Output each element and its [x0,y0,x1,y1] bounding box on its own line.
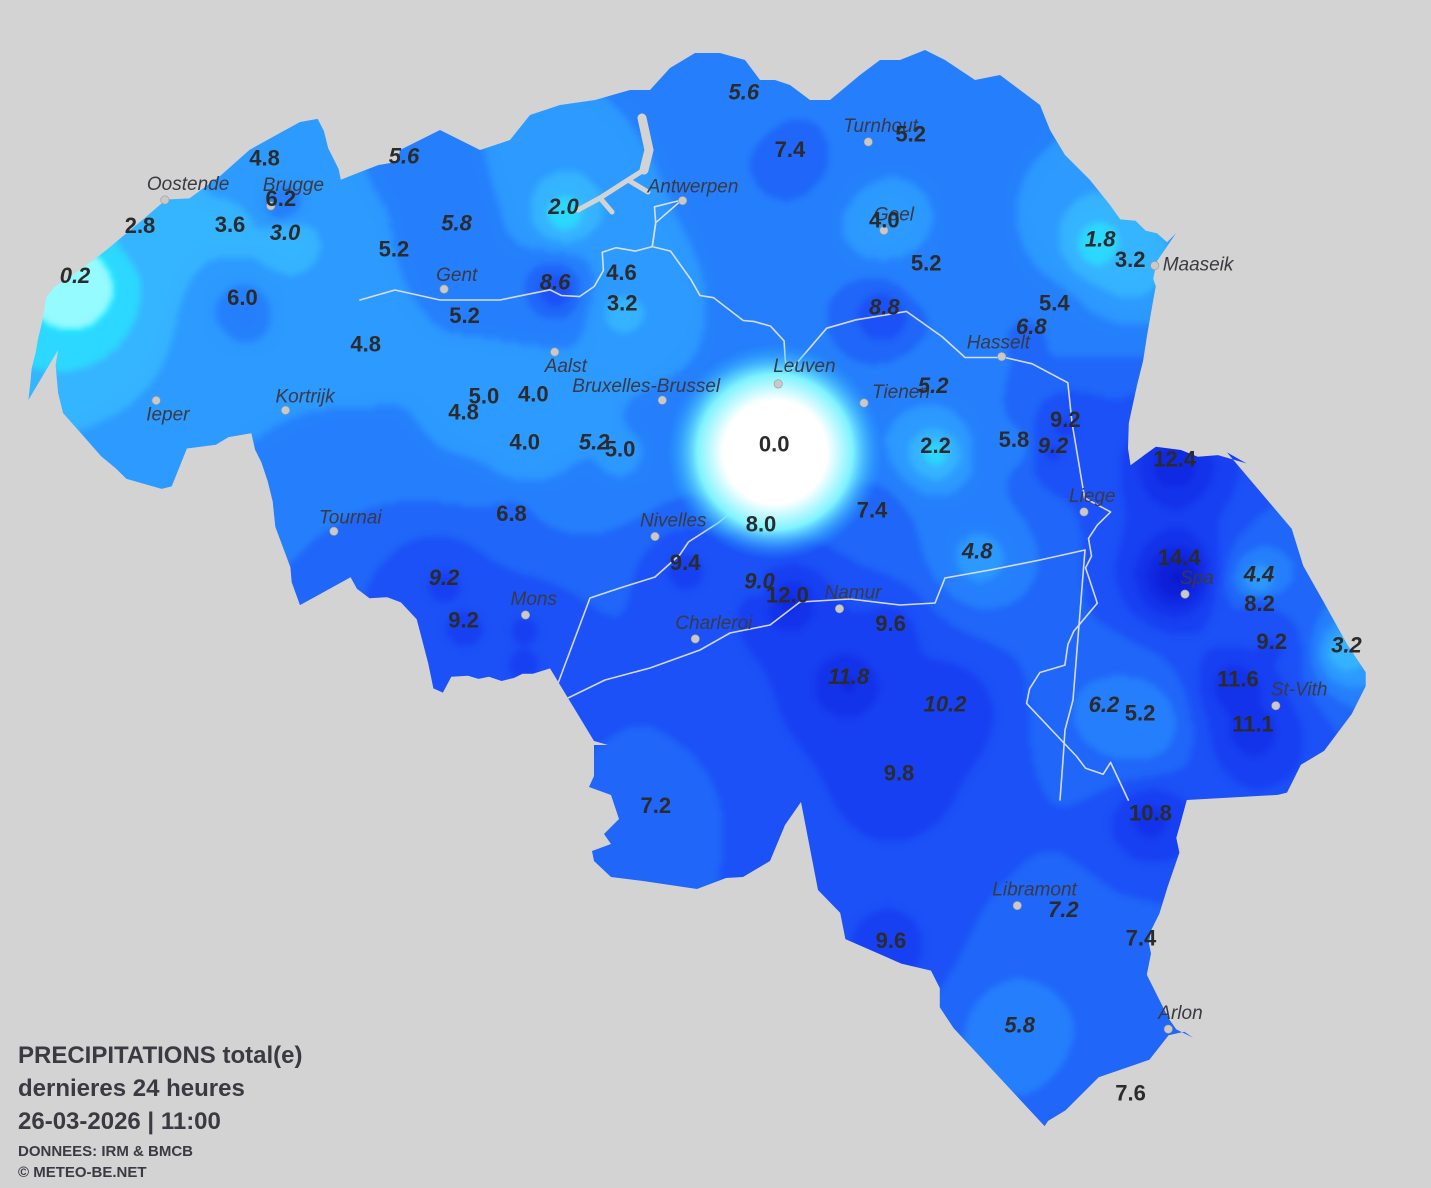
svg-text:6.2: 6.2 [266,186,297,211]
svg-text:3.0: 3.0 [270,220,301,245]
svg-text:11.8: 11.8 [828,664,870,689]
svg-text:9.6: 9.6 [875,611,906,636]
svg-text:St-Vith: St-Vith [1271,680,1328,701]
svg-text:6.0: 6.0 [227,285,258,310]
svg-text:5.0: 5.0 [605,437,636,462]
svg-text:0.0: 0.0 [759,432,790,457]
svg-text:1.8: 1.8 [1085,226,1116,251]
svg-text:9.2: 9.2 [448,608,479,633]
svg-text:0.2: 0.2 [60,263,91,288]
svg-text:Namur: Namur [825,583,883,604]
svg-text:10.2: 10.2 [924,691,968,716]
svg-text:4.0: 4.0 [509,430,540,455]
svg-text:11.1: 11.1 [1232,712,1274,737]
svg-text:5.8: 5.8 [441,210,472,235]
svg-text:5.2: 5.2 [911,250,942,275]
svg-text:Liege: Liege [1069,486,1116,507]
svg-text:4.0: 4.0 [518,382,549,407]
svg-text:9.2: 9.2 [1256,629,1287,654]
svg-text:5.2: 5.2 [895,121,926,146]
svg-text:8.2: 8.2 [1244,591,1275,616]
svg-text:5.4: 5.4 [1039,290,1070,315]
svg-text:7.4: 7.4 [1126,926,1157,951]
svg-text:5.2: 5.2 [1125,701,1156,726]
svg-text:Oostende: Oostende [147,174,229,195]
svg-text:4.8: 4.8 [249,146,280,171]
svg-text:Charleroi: Charleroi [675,613,753,634]
svg-text:9.2: 9.2 [429,565,460,590]
svg-text:3.2: 3.2 [1115,247,1146,272]
svg-text:5.2: 5.2 [449,303,480,328]
svg-text:Leuven: Leuven [773,356,835,377]
svg-text:5.6: 5.6 [389,144,420,169]
svg-text:7.2: 7.2 [641,793,672,818]
svg-text:Antwerpen: Antwerpen [647,177,739,198]
svg-text:5.8: 5.8 [999,427,1030,452]
svg-text:5.2: 5.2 [918,373,949,398]
svg-text:10.8: 10.8 [1129,801,1172,826]
svg-text:7.2: 7.2 [1048,897,1079,922]
svg-text:Bruxelles-Brussel: Bruxelles-Brussel [572,376,721,397]
svg-text:Nivelles: Nivelles [640,511,707,532]
svg-text:4.0: 4.0 [869,208,900,233]
svg-text:© METEO-BE.NET: © METEO-BE.NET [18,1164,147,1181]
svg-text:4.6: 4.6 [606,260,637,285]
svg-text:5.2: 5.2 [379,237,410,262]
svg-text:14.4: 14.4 [1158,545,1202,570]
svg-text:Maaseik: Maaseik [1163,255,1235,276]
svg-text:4.8: 4.8 [350,332,381,357]
svg-text:4.4: 4.4 [1243,562,1275,587]
svg-text:12.0: 12.0 [766,582,809,607]
svg-text:9.2: 9.2 [1050,407,1081,432]
svg-text:9.2: 9.2 [1038,433,1069,458]
svg-text:Spa: Spa [1180,568,1214,589]
svg-text:8.8: 8.8 [869,295,900,320]
svg-text:PRECIPITATIONS total(e): PRECIPITATIONS total(e) [18,1042,302,1069]
svg-text:Mons: Mons [511,589,558,610]
svg-text:12.4: 12.4 [1153,447,1197,472]
svg-text:7.4: 7.4 [857,498,888,523]
svg-text:9.6: 9.6 [876,928,907,953]
svg-text:3.2: 3.2 [607,290,638,315]
svg-text:6.2: 6.2 [1089,692,1120,717]
svg-text:dernieres 24 heures: dernieres 24 heures [18,1075,245,1102]
svg-text:Ieper: Ieper [146,405,190,426]
svg-text:5.8: 5.8 [1004,1013,1035,1038]
svg-text:4.8: 4.8 [448,399,479,424]
svg-text:2.0: 2.0 [547,194,579,219]
svg-text:8.0: 8.0 [746,511,777,536]
svg-text:DONNEES: IRM & BMCB: DONNEES: IRM & BMCB [18,1143,193,1160]
svg-text:8.6: 8.6 [540,269,571,294]
svg-text:9.4: 9.4 [670,550,701,575]
svg-text:9.8: 9.8 [884,761,915,786]
svg-text:5.6: 5.6 [729,79,760,104]
svg-text:Tournai: Tournai [319,507,382,528]
svg-text:7.4: 7.4 [775,137,806,162]
svg-text:2.8: 2.8 [125,213,156,238]
svg-text:3.6: 3.6 [215,212,246,237]
svg-text:4.8: 4.8 [961,538,993,563]
svg-text:26-03-2026 | 11:00: 26-03-2026 | 11:00 [18,1108,221,1135]
svg-text:7.6: 7.6 [1115,1080,1146,1105]
svg-text:Aalst: Aalst [544,356,588,377]
svg-text:Arlon: Arlon [1157,1003,1202,1024]
svg-text:Gent: Gent [436,265,478,286]
svg-text:3.2: 3.2 [1331,632,1362,657]
svg-text:2.2: 2.2 [920,433,951,458]
svg-text:6.8: 6.8 [1016,314,1047,339]
svg-text:Kortrijk: Kortrijk [276,386,337,407]
svg-text:6.8: 6.8 [496,501,527,526]
svg-text:11.6: 11.6 [1217,667,1259,692]
